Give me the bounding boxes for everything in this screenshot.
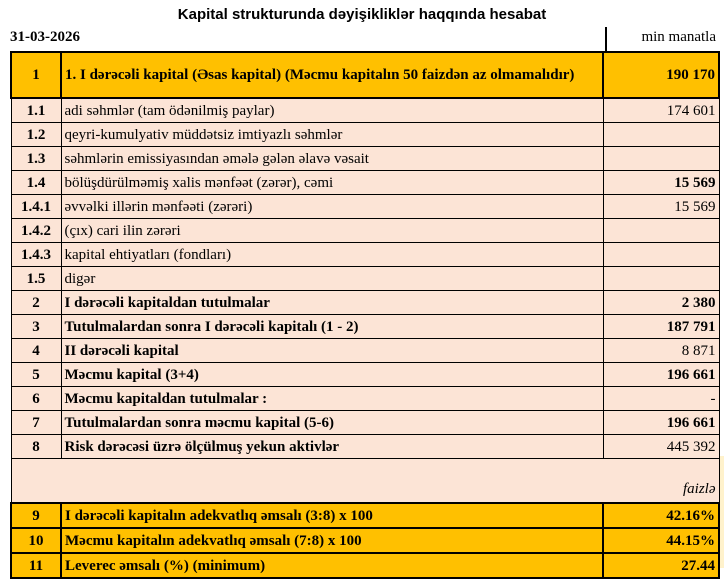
row-label: Risk dərəcəsi üzrə ölçülmuş yekun aktivl… — [60, 434, 604, 459]
row-number: 1.1 — [10, 97, 62, 123]
row-number: 1.4.1 — [10, 194, 62, 219]
table-row: 10 Məcmu kapitalın adekvatlıq əmsalı (7:8… — [10, 527, 720, 554]
row-label: Tutulmalardan sonra I dərəcəli kapitalı … — [60, 314, 604, 339]
table-row: 1.3 səhmlərin emissiyasından əmələ gələn … — [10, 146, 720, 171]
row-value — [602, 218, 720, 243]
row-number: 1.3 — [10, 146, 62, 171]
row-label: kapital ehtiyatları (fondları) — [60, 242, 604, 267]
divider — [605, 27, 607, 52]
row-number: 10 — [10, 527, 62, 554]
row-label: 1. I dərəcəli kapital (Əsas kapital) (Mə… — [60, 51, 604, 99]
table-row: 7 Tutulmalardan sonra məcmu kapital (5-6)… — [10, 410, 720, 435]
table-row: 8 Risk dərəcəsi üzrə ölçülmuş yekun aktiv… — [10, 434, 720, 459]
table-row: 1.4.2 (çıx) cari ilin zərəri — [10, 218, 720, 243]
side-strip — [720, 456, 724, 568]
row-number: 1.4.2 — [10, 218, 62, 243]
row-number: 5 — [10, 362, 62, 387]
row-number: 9 — [10, 502, 62, 529]
table-row: 1.4 bölüşdürülməmiş xalis mənfəət (zərər)… — [10, 170, 720, 195]
row-label: II dərəcəli kapital — [60, 338, 604, 363]
row-value — [602, 146, 720, 171]
row-value: 44.15% — [602, 527, 720, 554]
row-label: Tutulmalardan sonra məcmu kapital (5-6) — [60, 410, 604, 435]
row-label: Məcmu kapitalın adekvatlıq əmsalı (7:8) … — [60, 527, 604, 554]
row-label: əvvəlki illərin mənfəəti (zərəri) — [60, 194, 604, 219]
row-number: 1 — [10, 51, 62, 99]
table-row: 1 1. I dərəcəli kapital (Əsas kapital) (M… — [10, 51, 720, 99]
row-number: 3 — [10, 314, 62, 339]
row-value — [602, 266, 720, 291]
row-label: adi səhmlər (tam ödənilmiş paylar) — [60, 97, 604, 123]
table-row: 4 II dərəcəli kapital 8 871 — [10, 338, 720, 363]
row-value: 190 170 — [602, 51, 720, 99]
row-label: Məcmu kapitaldan tutulmalar : — [60, 386, 604, 411]
row-value: 27.44 — [602, 552, 720, 579]
row-label: Məcmu kapital (3+4) — [60, 362, 604, 387]
percent-note: faizlə — [10, 458, 720, 504]
row-number: 11 — [10, 552, 62, 579]
table-row: 6 Məcmu kapitaldan tutulmalar :- — [10, 386, 720, 411]
table-row: 3 Tutulmalardan sonra I dərəcəli kapitalı… — [10, 314, 720, 339]
table-row: 1.2 qeyri-kumulyativ müddətsiz imtiyazlı … — [10, 122, 720, 147]
row-label: I dərəcəli kapitalın adekvatlıq əmsalı (… — [60, 502, 604, 529]
row-value: 15 569 — [602, 194, 720, 219]
row-number: 2 — [10, 290, 62, 315]
table-row: 11 Leverec əmsalı (%) (minimum) 27.44 — [10, 552, 720, 579]
row-label: səhmlərin emissiyasından əmələ gələn əla… — [60, 146, 604, 171]
row-number: 4 — [10, 338, 62, 363]
report-title: Kapital strukturunda dəyişikliklər haqqı… — [177, 6, 547, 23]
row-value: - — [602, 386, 720, 411]
table-row: 1.5 digər — [10, 266, 720, 291]
row-label: qeyri-kumulyativ müddətsiz imtiyazlı səh… — [60, 122, 604, 147]
table-row: 5 Məcmu kapital (3+4) 196 661 — [10, 362, 720, 387]
row-number: 1.5 — [10, 266, 62, 291]
row-number: 1.4 — [10, 170, 62, 195]
row-number: 1.4.3 — [10, 242, 62, 267]
row-label: Leverec əmsalı (%) (minimum) — [60, 552, 604, 579]
row-label: (çıx) cari ilin zərəri — [60, 218, 604, 243]
row-number: 7 — [10, 410, 62, 435]
table-row: 1.1 adi səhmlər (tam ödənilmiş paylar) 174… — [10, 97, 720, 123]
table-row: 1.4.3 kapital ehtiyatları (fondları) — [10, 242, 720, 267]
row-label: bölüşdürülməmiş xalis mənfəət (zərər), c… — [60, 170, 604, 195]
row-value: 445 392 — [602, 434, 720, 459]
row-value: 42.16% — [602, 502, 720, 529]
row-label: digər — [60, 266, 604, 291]
row-value — [602, 122, 720, 147]
row-value: 174 601 — [602, 97, 720, 123]
row-value: 8 871 — [602, 338, 720, 363]
capital-table: 1 1. I dərəcəli kapital (Əsas kapital) (M… — [10, 51, 720, 579]
row-value: 187 791 — [602, 314, 720, 339]
unit-label: min manatla — [641, 29, 716, 45]
row-value: 2 380 — [602, 290, 720, 315]
row-value: 196 661 — [602, 362, 720, 387]
row-value — [602, 242, 720, 267]
row-label: I dərəcəli kapitaldan tutulmalar — [60, 290, 604, 315]
row-number: 8 — [10, 434, 62, 459]
report-date: 31-03-2026 — [10, 29, 80, 45]
row-number: 6 — [10, 386, 62, 411]
table-row: 1.4.1 əvvəlki illərin mənfəəti (zərəri) 15… — [10, 194, 720, 219]
row-value: 196 661 — [602, 410, 720, 435]
row-value: 15 569 — [602, 170, 720, 195]
row-number: 1.2 — [10, 122, 62, 147]
